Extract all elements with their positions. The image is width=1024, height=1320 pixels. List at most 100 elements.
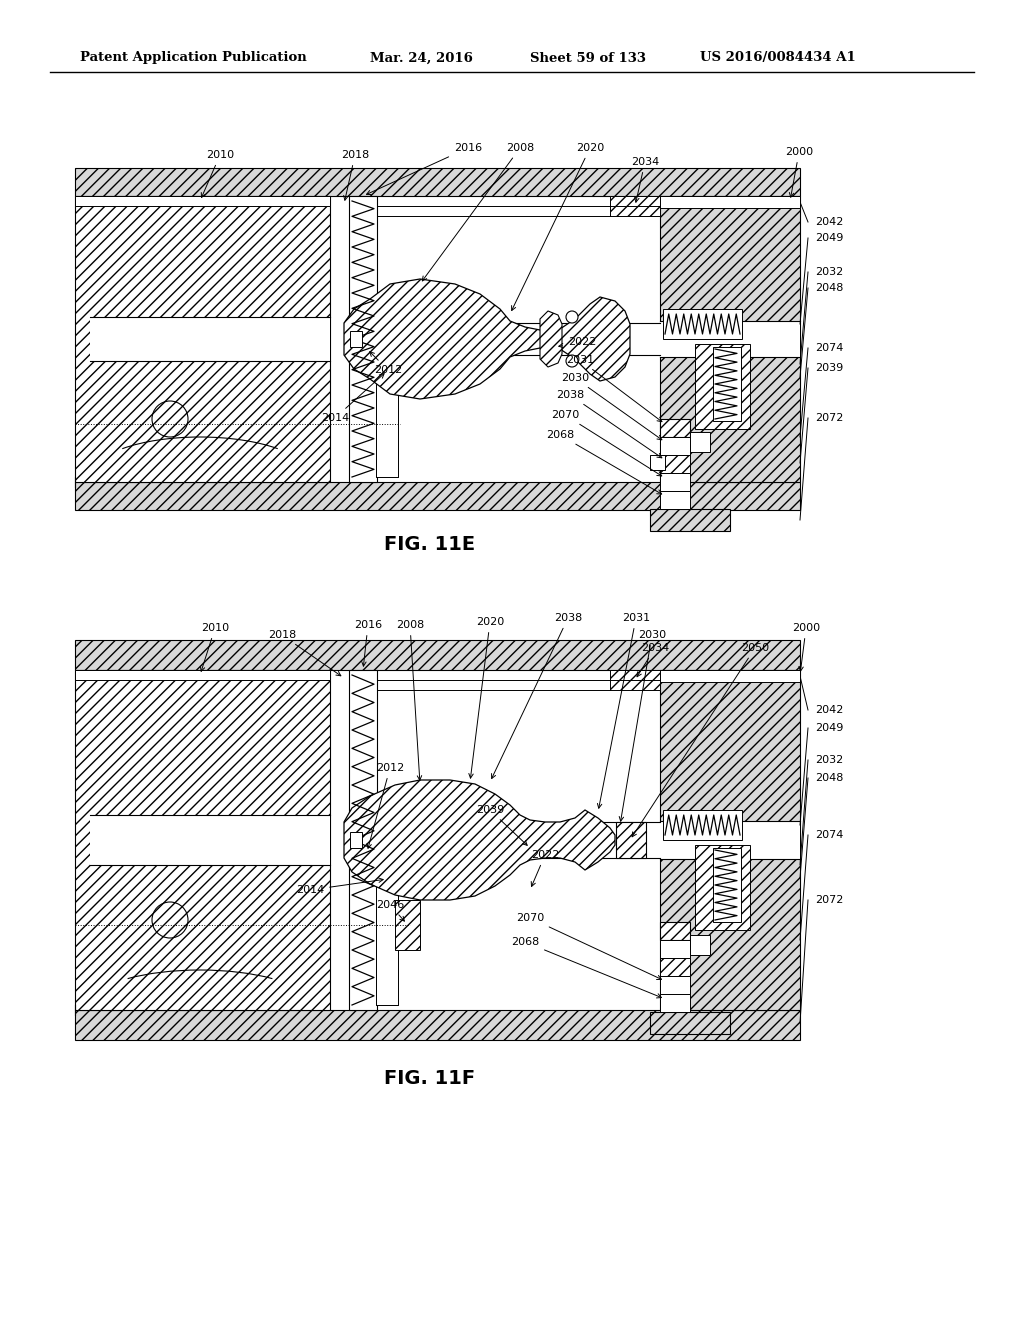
Text: 2008: 2008	[396, 620, 424, 780]
Text: 2048: 2048	[815, 282, 844, 293]
Text: 2031: 2031	[566, 355, 662, 421]
Text: 2050: 2050	[632, 643, 769, 837]
Text: 2032: 2032	[815, 755, 843, 766]
Text: 2068: 2068	[546, 430, 662, 494]
Text: Patent Application Publication: Patent Application Publication	[80, 51, 307, 65]
Text: 2038: 2038	[556, 389, 662, 458]
Bar	[660, 418, 690, 437]
Text: 2031: 2031	[597, 612, 650, 808]
Text: 2020: 2020	[512, 143, 604, 310]
Text: Sheet 59 of 133: Sheet 59 of 133	[530, 51, 646, 65]
Bar	[660, 994, 690, 1012]
Bar	[650, 455, 665, 470]
Bar	[610, 195, 660, 216]
Bar	[75, 482, 800, 510]
Text: 2049: 2049	[815, 234, 844, 243]
Text: 2074: 2074	[815, 343, 844, 352]
Bar	[75, 640, 800, 671]
Text: 2072: 2072	[815, 413, 844, 422]
Text: 2018: 2018	[341, 150, 369, 201]
Text: 2010: 2010	[201, 623, 229, 672]
Bar	[660, 671, 800, 1010]
Bar	[660, 195, 800, 482]
Text: 2074: 2074	[815, 830, 844, 840]
Text: 2034: 2034	[631, 157, 659, 202]
Text: 2022: 2022	[559, 337, 596, 347]
Bar	[660, 473, 690, 491]
Bar	[395, 900, 420, 950]
Text: 2020: 2020	[469, 616, 504, 779]
Bar	[75, 195, 330, 206]
Text: 2039: 2039	[815, 363, 843, 374]
Bar	[377, 822, 660, 858]
Bar	[690, 432, 710, 451]
Polygon shape	[540, 312, 562, 367]
Bar	[90, 317, 330, 360]
Bar	[660, 940, 690, 958]
Text: 2014: 2014	[321, 374, 384, 422]
Text: 2070: 2070	[551, 411, 662, 477]
Bar	[75, 168, 800, 195]
Bar	[663, 309, 742, 339]
Text: FIG. 11F: FIG. 11F	[384, 1068, 475, 1088]
Circle shape	[566, 312, 578, 323]
Text: Mar. 24, 2016: Mar. 24, 2016	[370, 51, 473, 65]
Text: 2039: 2039	[476, 805, 527, 845]
Text: 2012: 2012	[367, 763, 404, 849]
Text: 2034: 2034	[637, 643, 669, 677]
Bar	[376, 351, 398, 477]
Bar	[350, 331, 362, 347]
Text: 2032: 2032	[815, 267, 843, 277]
Bar	[75, 671, 330, 1010]
Text: 2068: 2068	[511, 937, 662, 998]
Bar	[713, 347, 741, 421]
Bar	[660, 671, 800, 682]
Text: 2030: 2030	[561, 374, 662, 440]
Bar	[616, 822, 646, 858]
Bar	[90, 814, 330, 865]
Bar	[690, 935, 710, 954]
Text: 2030: 2030	[620, 630, 666, 821]
Bar	[349, 671, 377, 1010]
Bar	[663, 810, 742, 840]
Text: 2012: 2012	[370, 351, 402, 375]
Text: 2038: 2038	[492, 612, 582, 779]
Bar	[650, 510, 730, 531]
Bar	[660, 455, 690, 473]
Bar	[695, 845, 750, 931]
Bar	[660, 195, 800, 209]
Text: 2000: 2000	[792, 623, 820, 671]
Text: 2014: 2014	[296, 878, 383, 895]
Bar	[610, 195, 660, 216]
Bar	[376, 854, 398, 1005]
Bar	[695, 345, 750, 429]
Text: 2008: 2008	[422, 143, 535, 281]
Text: 2070: 2070	[516, 913, 662, 979]
Text: 2048: 2048	[815, 774, 844, 783]
Bar	[610, 671, 660, 690]
Bar	[660, 921, 690, 940]
Bar	[660, 437, 690, 455]
Text: 2018: 2018	[268, 630, 341, 676]
Text: 2016: 2016	[354, 620, 382, 667]
Circle shape	[566, 355, 578, 367]
Bar	[75, 195, 330, 482]
Polygon shape	[344, 780, 615, 900]
Text: 2022: 2022	[530, 850, 559, 887]
Text: 2046: 2046	[376, 900, 404, 921]
Text: 2016: 2016	[367, 143, 482, 194]
Bar	[660, 821, 800, 859]
Bar	[660, 321, 800, 356]
Bar	[75, 671, 330, 680]
Bar	[75, 1010, 800, 1040]
Text: US 2016/0084434 A1: US 2016/0084434 A1	[700, 51, 856, 65]
Bar	[660, 975, 690, 994]
Text: 2042: 2042	[815, 705, 844, 715]
Bar	[349, 195, 377, 482]
Bar	[376, 854, 398, 1005]
Text: 2010: 2010	[202, 150, 234, 198]
Bar	[377, 323, 660, 355]
Bar	[713, 847, 741, 921]
Text: 2042: 2042	[815, 216, 844, 227]
Text: 2000: 2000	[785, 147, 813, 197]
